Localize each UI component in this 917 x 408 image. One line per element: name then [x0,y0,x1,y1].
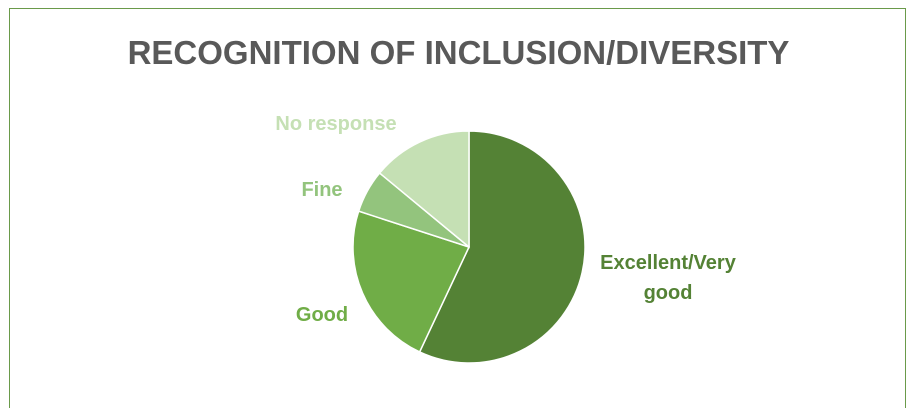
pie-slice-good [352,210,471,353]
slice-label-no-response: No response [275,113,396,135]
slice-label-good: Good [296,304,348,326]
slice-label-excellent-very-good: Excellent/Very good [600,252,737,304]
pie-slices [352,130,586,364]
pie-slice-excellent-very-good [418,130,586,364]
pie-labels: Excellent/Very good Good Fine No response [275,113,736,326]
slice-label-fine: Fine [301,179,342,201]
chart-title: RECOGNITION OF INCLUSION/DIVERSITY [127,34,790,71]
pie-slice-no-response [378,130,470,249]
